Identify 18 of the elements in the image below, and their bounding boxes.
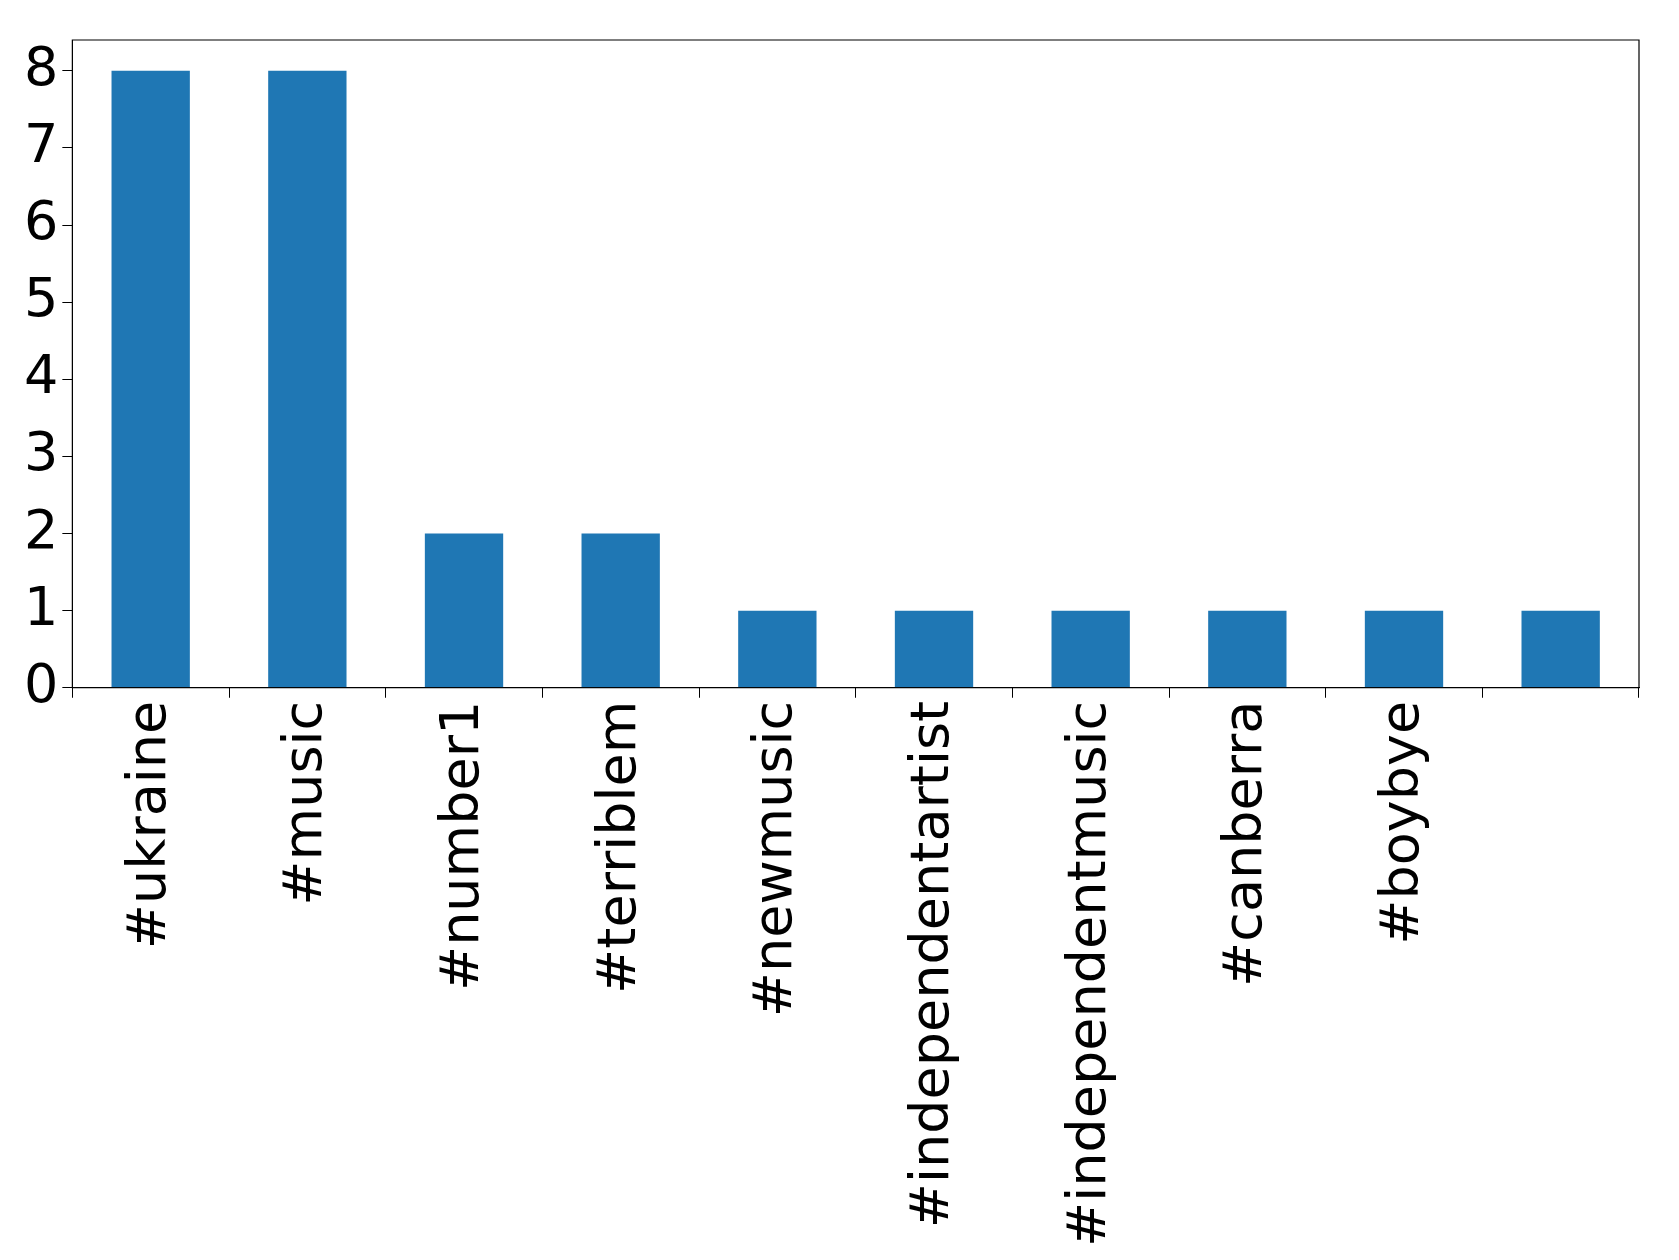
y-tick-label: 3 [24,420,59,484]
x-tick-label: #canberra [1211,700,1275,988]
y-tick-label: 2 [24,497,59,561]
y-tick-label: 4 [24,343,59,407]
x-tick-label: #terriblem [584,700,648,994]
x-tick-label: #independentmusic [1054,700,1118,1247]
y-tick-label: 0 [24,651,59,715]
y-tick-label: 7 [24,111,59,175]
x-tick-label: #boybye [1368,700,1432,945]
x-tick-label: #independentartist [898,700,962,1229]
y-tick-label: 5 [24,266,59,330]
y-tick-label: 1 [24,574,59,638]
x-tick-label: #newmusic [741,700,805,1018]
y-tick-label: 8 [24,34,59,98]
y-tick-label: 6 [24,189,59,253]
x-tick-label: #number1 [428,700,492,992]
x-tick-label: #ukraine [114,700,178,950]
x-tick-label: #music [271,700,335,906]
